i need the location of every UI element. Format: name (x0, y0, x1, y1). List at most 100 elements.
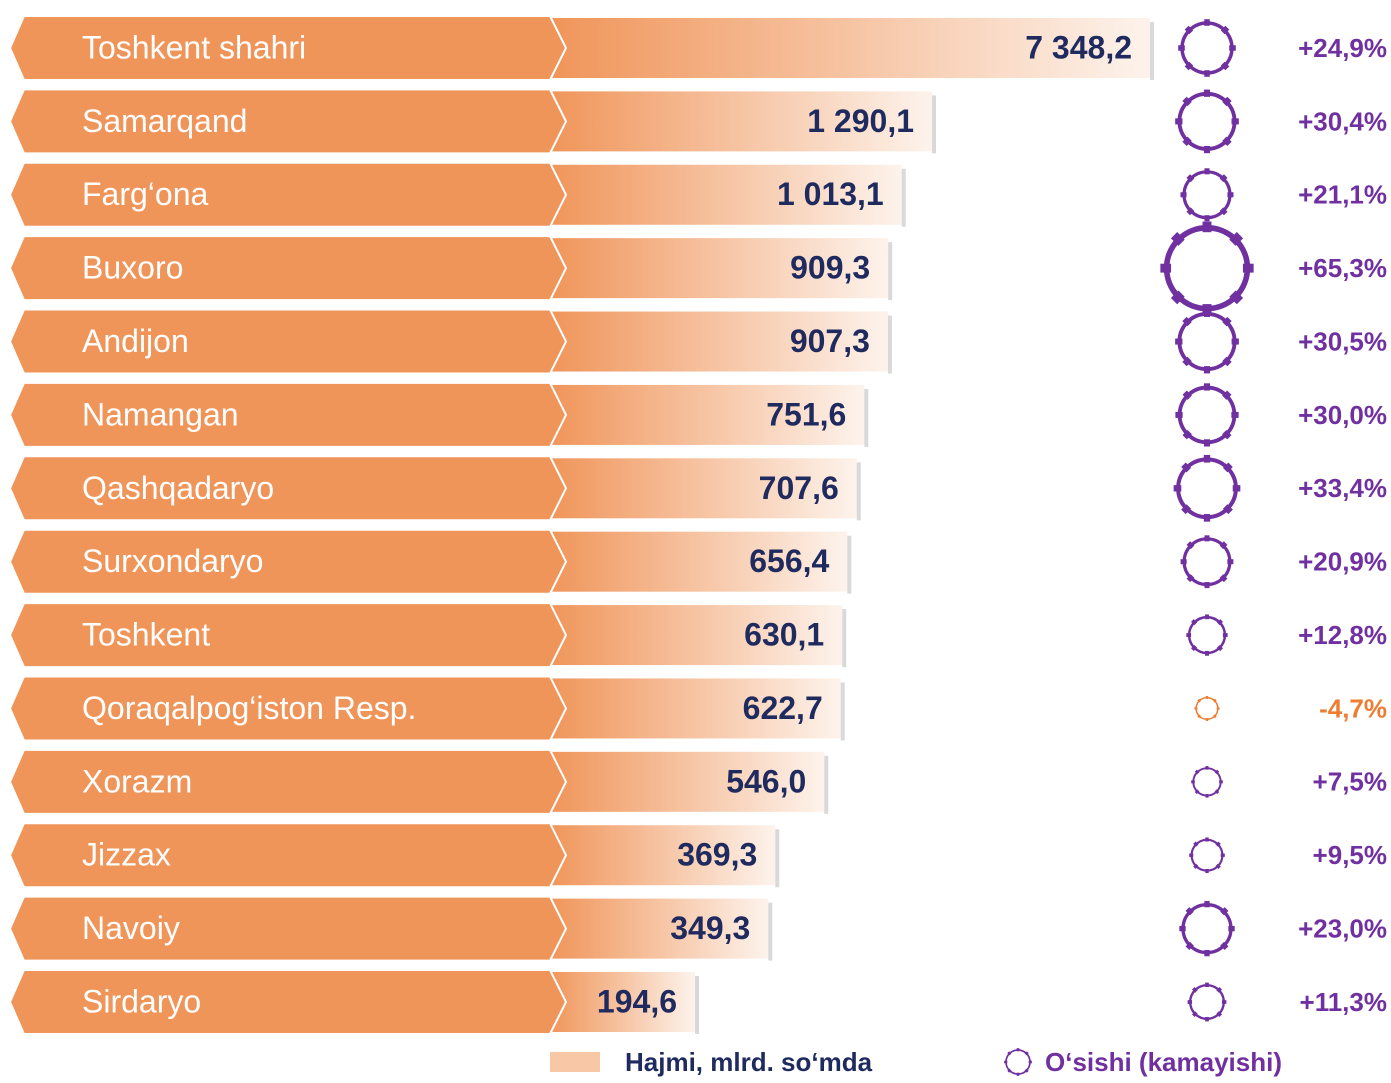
gear-tooth (1204, 535, 1210, 542)
gear-tooth (1178, 45, 1185, 51)
growth-label: +20,9% (1298, 547, 1387, 577)
gear-icon (1191, 766, 1223, 798)
growth-label: +30,4% (1298, 106, 1387, 136)
gear-icon (1175, 309, 1239, 374)
gear-tooth (1205, 614, 1209, 620)
bar (550, 164, 902, 225)
growth-label: +7,5% (1313, 767, 1387, 797)
gear-tooth (1231, 411, 1239, 418)
legend-swatch (550, 1052, 600, 1072)
bar (550, 18, 1150, 78)
gear-tooth (1184, 61, 1194, 71)
growth-label: +30,5% (1298, 326, 1387, 356)
category-label: Toshkent (82, 617, 210, 653)
category-label: Andijon (82, 323, 189, 359)
category-arrow (8, 675, 568, 742)
bar-shadow (901, 168, 906, 227)
bar (550, 458, 857, 519)
value-label: 622,7 (743, 690, 823, 726)
gear-tooth (1228, 925, 1235, 932)
bar-shadow (856, 462, 861, 521)
gear-tooth (1205, 1016, 1209, 1022)
category-label: Buxoro (82, 250, 183, 286)
gear-tooth (1205, 695, 1209, 699)
value-label: 546,0 (726, 763, 806, 799)
gear-tooth (1203, 454, 1211, 463)
gear-tooth (1227, 192, 1234, 198)
gear-tooth (1222, 356, 1232, 367)
growth-label: +12,8% (1298, 620, 1387, 650)
value-label: 1 013,1 (777, 176, 884, 212)
bar-shadow (768, 902, 773, 961)
gear-tooth (1214, 789, 1220, 795)
gear-tooth (1191, 1011, 1198, 1018)
gear-tooth (1205, 868, 1209, 874)
gear-tooth (1203, 145, 1211, 154)
gear-tooth (1222, 96, 1232, 107)
gear-tooth (1219, 780, 1223, 784)
bar-shadow (1150, 22, 1154, 80)
gear-tooth (1231, 118, 1239, 125)
gear-tooth (1197, 714, 1202, 719)
gear-tooth (1197, 698, 1202, 703)
gear-tooth (1204, 215, 1210, 222)
category-arrow (8, 822, 568, 889)
value-label: 194,6 (597, 983, 677, 1019)
gear-tooth (1024, 1051, 1029, 1056)
category-arrow (8, 748, 568, 815)
value-label: 656,4 (749, 543, 829, 579)
value-label: 349,3 (670, 910, 750, 946)
bar-shadow (840, 682, 845, 741)
growth-label: +33,4% (1298, 473, 1387, 503)
gear-tooth (1204, 900, 1210, 908)
gear-tooth (1222, 504, 1233, 515)
bar-shadow (842, 609, 847, 668)
gear-tooth (1173, 485, 1182, 492)
growth-label: +11,3% (1300, 987, 1387, 1017)
bar (550, 531, 848, 592)
gear-tooth (1193, 863, 1199, 870)
gear-tooth (1229, 45, 1236, 51)
gear-tooth (1194, 707, 1198, 710)
gear-tooth (1016, 1072, 1020, 1076)
category-label: Sirdaryo (82, 983, 201, 1019)
gear-tooth (1219, 174, 1228, 183)
category-arrow (8, 969, 568, 1035)
gear-tooth (1191, 780, 1195, 784)
category-label: Namangan (82, 396, 239, 432)
gear-tooth (1194, 789, 1200, 795)
gear-tooth (1205, 766, 1209, 770)
gear-tooth (1175, 338, 1183, 345)
gear-tooth (1186, 207, 1195, 216)
gear-tooth (1215, 863, 1221, 870)
category-label: Navoiy (82, 910, 180, 946)
bar-shadow (888, 242, 893, 301)
bar (550, 678, 841, 739)
gear-tooth (1222, 136, 1232, 147)
gear-tooth (1186, 574, 1195, 583)
bar-shadow (864, 388, 869, 447)
gear-tooth (1160, 263, 1172, 273)
gear-tooth (1182, 96, 1192, 107)
gear-icon (1189, 837, 1225, 874)
bar-shadow (824, 755, 829, 814)
gear-icon (1187, 982, 1227, 1022)
category-arrow (8, 381, 568, 448)
gear-tooth (1203, 89, 1211, 97)
gear-tooth (1216, 986, 1223, 993)
gear-tooth (1193, 841, 1199, 847)
value-label: 369,3 (677, 837, 757, 873)
gear-tooth (1227, 559, 1234, 565)
gear-tooth (1242, 263, 1254, 273)
gear-tooth (1186, 541, 1195, 550)
gear-tooth (1220, 941, 1229, 951)
gear-icon (1180, 168, 1234, 222)
category-label: Surxondaryo (82, 543, 263, 579)
bar (550, 972, 695, 1032)
gear-tooth (1185, 907, 1194, 916)
gear-tooth (1205, 650, 1209, 656)
category-label: Toshkent shahri (82, 29, 306, 65)
gear-icon (1180, 535, 1234, 589)
category-arrow (8, 235, 568, 302)
bar (550, 238, 889, 299)
